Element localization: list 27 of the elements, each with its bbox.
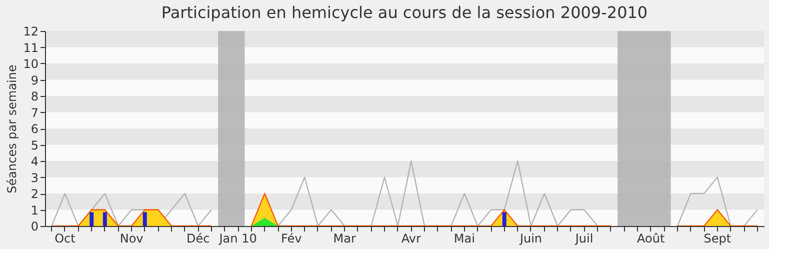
- y-tick-label: 0: [30, 220, 38, 234]
- x-tick-label: Nov: [120, 232, 144, 246]
- x-tick-label: Jan 10: [218, 232, 257, 246]
- x-tick-label: Avr: [401, 232, 421, 246]
- y-tick-label: 9: [30, 73, 38, 88]
- x-tick-label: Juil: [574, 232, 594, 246]
- x-tick-label: Mar: [333, 232, 356, 246]
- y-tick-label: 4: [30, 154, 38, 168]
- x-tick-label: Fév: [280, 232, 302, 246]
- x-tick-label: Août: [636, 232, 665, 246]
- y-tick-label: 10: [23, 57, 38, 71]
- chart-title: Participation en hemicycle au cours de la session 2009-2010: [161, 3, 648, 22]
- y-tick-label: 2: [30, 187, 38, 201]
- x-tick-label: Mai: [454, 232, 475, 246]
- y-tick-label: 1: [30, 203, 38, 218]
- y-tick-label: 3: [30, 170, 38, 185]
- y-tick-label: 8: [30, 90, 38, 104]
- y-tick-label: 6: [30, 122, 38, 136]
- x-tick-label: Juin: [518, 232, 542, 246]
- x-tick-label: Sept: [704, 232, 732, 246]
- y-tick-label: 7: [30, 106, 38, 120]
- y-axis-title: Séances par semaine: [5, 64, 20, 194]
- x-tick-label: Déc: [186, 232, 210, 246]
- y-tick-label: 12: [23, 24, 38, 38]
- y-tick-label: 5: [30, 138, 38, 152]
- x-tick-label: Oct: [54, 232, 76, 246]
- y-tick-label: 11: [23, 40, 38, 55]
